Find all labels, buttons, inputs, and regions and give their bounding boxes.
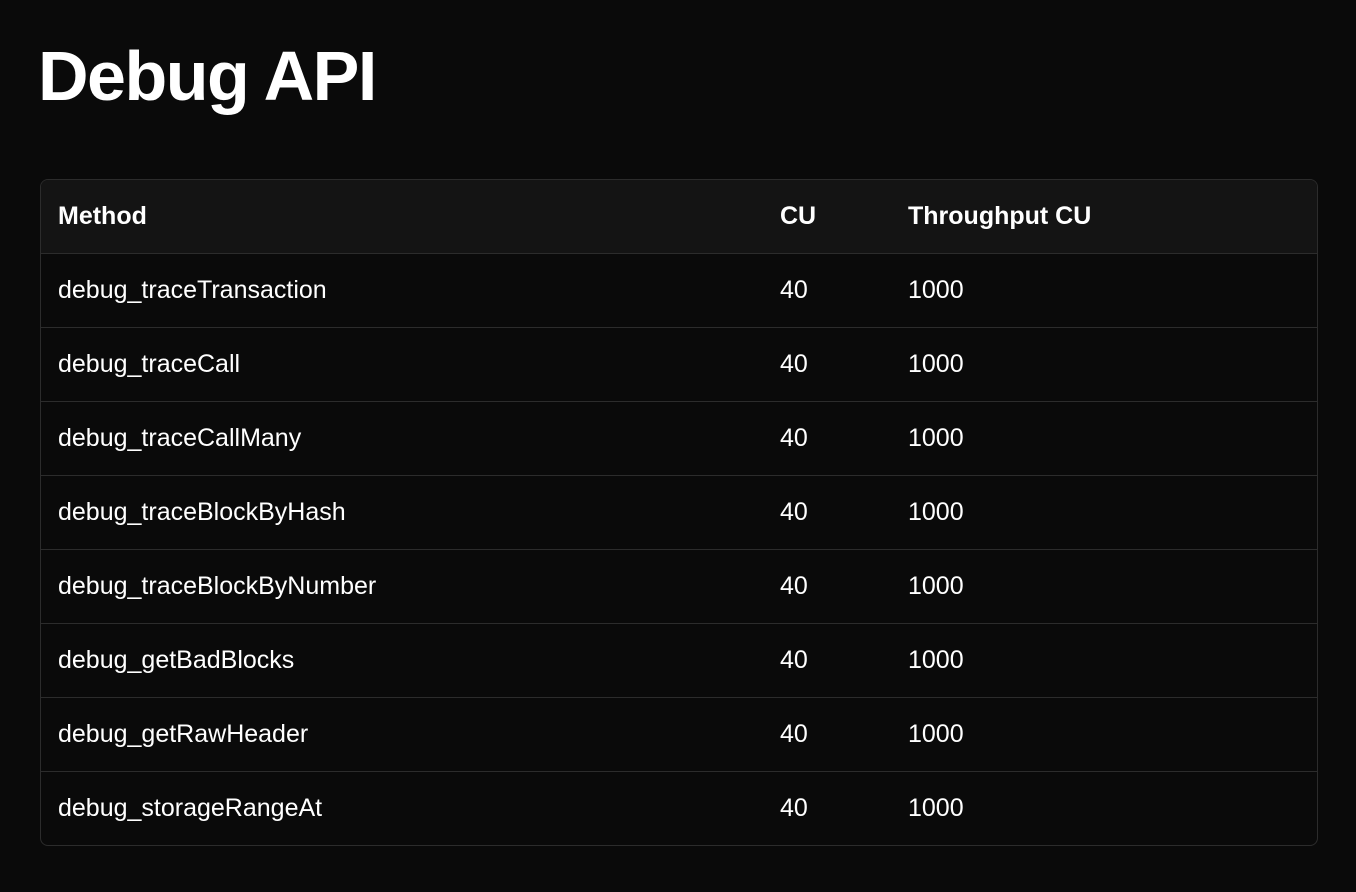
cu-cell: 40 — [780, 498, 808, 526]
header-method: Method — [58, 202, 147, 230]
table-row: debug_traceBlockByHash 40 1000 — [41, 475, 1317, 549]
throughput-cu-cell: 1000 — [908, 276, 964, 304]
table-row: debug_traceCall 40 1000 — [41, 327, 1317, 401]
table-row: debug_getRawHeader 40 1000 — [41, 697, 1317, 771]
table-row: debug_traceCallMany 40 1000 — [41, 401, 1317, 475]
throughput-cu-cell: 1000 — [908, 572, 964, 600]
cu-cell: 40 — [780, 720, 808, 748]
cu-cell: 40 — [780, 424, 808, 452]
methods-table: Method CU Throughput CU debug_traceTrans… — [40, 179, 1318, 846]
method-cell: debug_traceCall — [58, 350, 241, 378]
method-cell: debug_traceTransaction — [58, 276, 327, 304]
throughput-cu-cell: 1000 — [908, 498, 964, 526]
throughput-cu-cell: 1000 — [908, 646, 964, 674]
table-header-row: Method CU Throughput CU — [41, 180, 1317, 253]
table-row: debug_storageRangeAt 40 1000 — [41, 771, 1317, 845]
cu-cell: 40 — [780, 646, 808, 674]
header-throughput-cu: Throughput CU — [908, 202, 1092, 230]
cu-cell: 40 — [780, 350, 808, 378]
throughput-cu-cell: 1000 — [908, 350, 964, 378]
table-row: debug_traceTransaction 40 1000 — [41, 253, 1317, 327]
method-cell: debug_traceBlockByHash — [58, 498, 346, 526]
method-cell: debug_storageRangeAt — [58, 794, 323, 822]
cu-cell: 40 — [780, 572, 808, 600]
throughput-cu-cell: 1000 — [908, 794, 964, 822]
page-title: Debug API — [38, 37, 377, 115]
throughput-cu-cell: 1000 — [908, 720, 964, 748]
method-cell: debug_getBadBlocks — [58, 646, 295, 674]
method-cell: debug_traceCallMany — [58, 424, 302, 452]
table-row: debug_getBadBlocks 40 1000 — [41, 623, 1317, 697]
cu-cell: 40 — [780, 276, 808, 304]
cu-cell: 40 — [780, 794, 808, 822]
method-cell: debug_getRawHeader — [58, 720, 309, 748]
method-cell: debug_traceBlockByNumber — [58, 572, 377, 600]
throughput-cu-cell: 1000 — [908, 424, 964, 452]
table-row: debug_traceBlockByNumber 40 1000 — [41, 549, 1317, 623]
header-cu: CU — [780, 202, 817, 230]
